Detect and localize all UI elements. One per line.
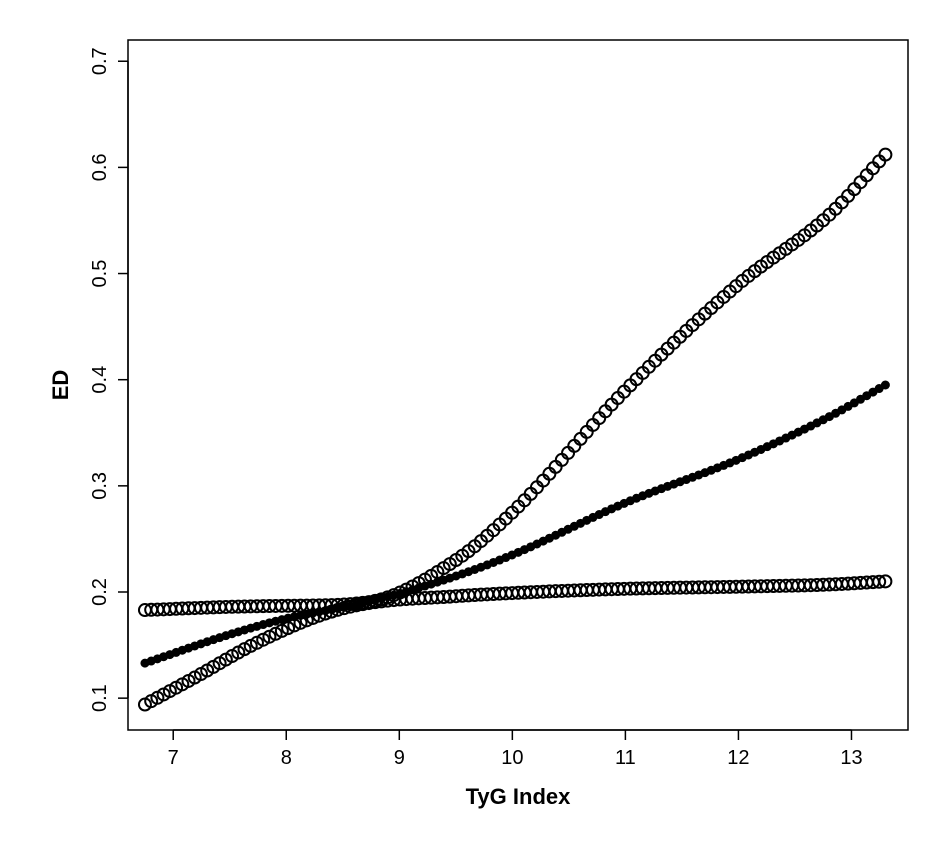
series-upper-ci bbox=[139, 149, 891, 616]
x-tick-label: 7 bbox=[168, 747, 179, 769]
y-tick-label: 0.2 bbox=[89, 578, 111, 606]
series-lower-ci bbox=[139, 575, 891, 710]
x-axis-title: TyG Index bbox=[466, 784, 571, 809]
y-tick-label: 0.6 bbox=[89, 153, 111, 181]
y-axis-title: ED bbox=[48, 370, 73, 401]
marker-filled bbox=[881, 381, 890, 390]
series-fit bbox=[140, 381, 889, 668]
y-tick-label: 0.3 bbox=[89, 472, 111, 500]
scatter-chart: 7 8 9 10 11 12 13 TyG Index 0.1 0.2 0.3 0.4 0.5 0.6 0.… bbox=[0, 0, 945, 847]
y-tick-label: 0.4 bbox=[89, 366, 111, 394]
x-tick-label: 8 bbox=[281, 747, 292, 769]
x-tick-label: 11 bbox=[615, 747, 636, 769]
x-tick-label: 13 bbox=[840, 747, 862, 769]
y-tick-label: 0.7 bbox=[89, 47, 111, 75]
chart-svg: 7 8 9 10 11 12 13 TyG Index 0.1 0.2 0.3 0.4 0.5 0.6 0.… bbox=[0, 0, 945, 847]
y-tick-label: 0.1 bbox=[89, 684, 111, 712]
x-tick-label: 12 bbox=[727, 747, 749, 769]
x-tick-label: 9 bbox=[394, 747, 405, 769]
x-tick-label: 10 bbox=[501, 747, 523, 769]
y-tick-label: 0.5 bbox=[89, 260, 111, 288]
